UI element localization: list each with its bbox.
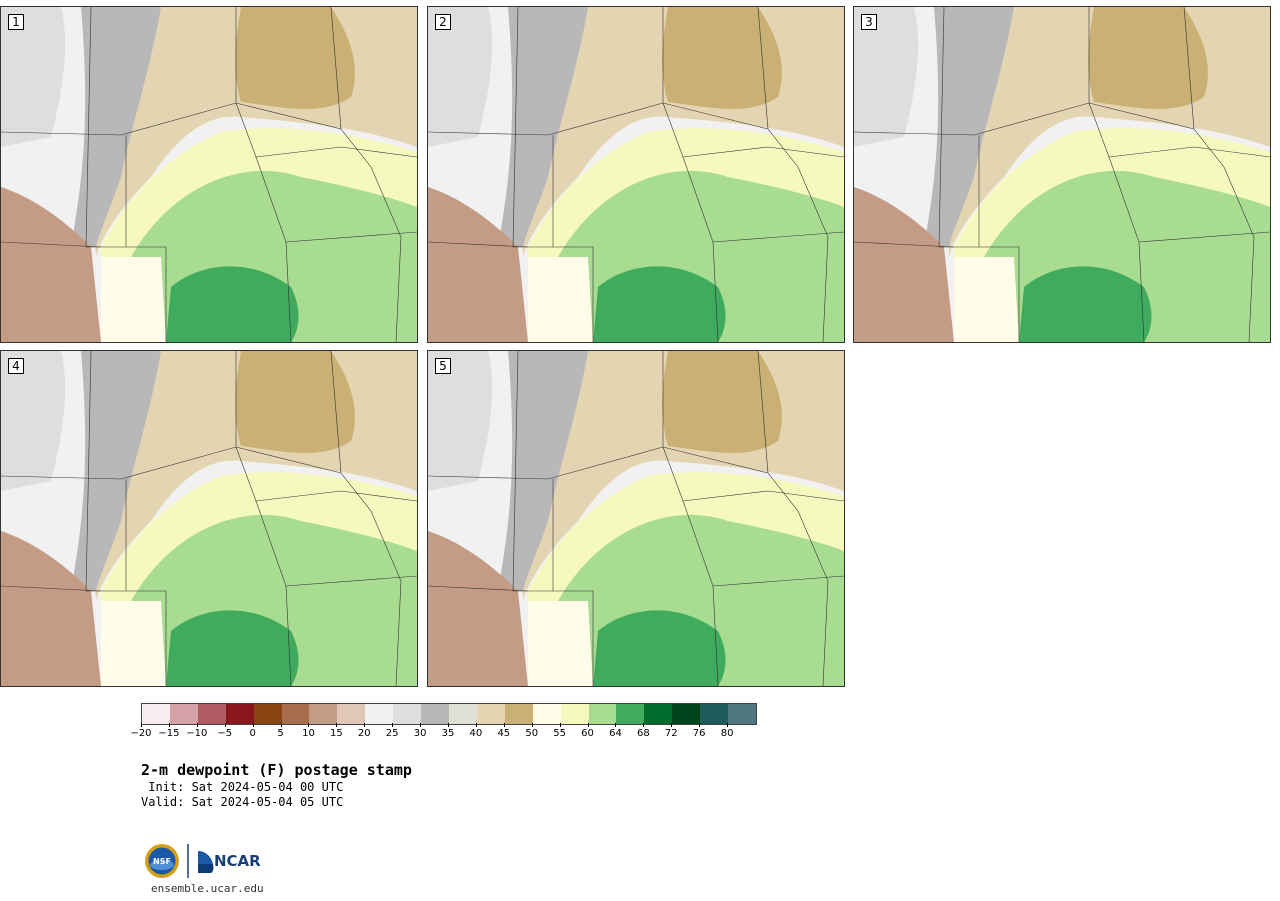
colorbar-tick-label: 50 bbox=[525, 728, 539, 739]
colorbar-swatch bbox=[728, 704, 756, 724]
colorbar-swatch bbox=[616, 704, 645, 724]
colorbar-tick-label: 45 bbox=[497, 728, 511, 739]
colorbar-tick bbox=[168, 723, 170, 727]
dewpoint-map-3 bbox=[854, 7, 1270, 342]
colorbar-tick-label: 15 bbox=[329, 728, 343, 739]
colorbar-swatch bbox=[672, 704, 701, 724]
panel-label: 5 bbox=[435, 358, 451, 374]
colorbar-tick-label: 5 bbox=[277, 728, 284, 739]
init-time: Init: Sat 2024-05-04 00 UTC bbox=[141, 780, 344, 794]
colorbar-swatch bbox=[700, 704, 729, 724]
colorbar-tick bbox=[280, 723, 282, 727]
colorbar-swatch bbox=[253, 704, 282, 724]
colorbar-swatch bbox=[644, 704, 673, 724]
colorbar-tick-label: 60 bbox=[581, 728, 594, 739]
panel-label: 1 bbox=[8, 14, 24, 30]
colorbar-tick-label: 72 bbox=[664, 728, 678, 739]
colorbar-tick-label: 64 bbox=[609, 728, 622, 739]
colorbar-tick bbox=[531, 723, 533, 727]
colorbar-tick bbox=[643, 723, 645, 727]
valid-time: Valid: Sat 2024-05-04 05 UTC bbox=[141, 795, 344, 809]
colorbar-tick-label: 40 bbox=[469, 728, 483, 739]
colorbar-swatch bbox=[476, 704, 505, 724]
colorbar-tick bbox=[336, 723, 338, 727]
colorbar-swatch bbox=[309, 704, 338, 724]
colorbar-swatch bbox=[281, 704, 310, 724]
dewpoint-map-1 bbox=[1, 7, 417, 342]
colorbar-tick bbox=[224, 723, 226, 727]
colorbar-tick-label: 30 bbox=[413, 728, 427, 739]
colorbar-tick-label: −20 bbox=[130, 728, 152, 739]
colorbar-tick bbox=[699, 723, 701, 727]
colorbar-tick bbox=[671, 723, 673, 727]
colorbar-swatch bbox=[365, 704, 394, 724]
colorbar-tick-label: 35 bbox=[441, 728, 455, 739]
colorbar-tick bbox=[308, 723, 310, 727]
colorbar-swatch bbox=[197, 704, 226, 724]
colorbar-swatch bbox=[169, 704, 198, 724]
colorbar-tick-label: 76 bbox=[692, 728, 706, 739]
colorbar-swatch bbox=[337, 704, 366, 724]
plot-title: 2-m dewpoint (F) postage stamp bbox=[141, 761, 412, 779]
dewpoint-map-2 bbox=[428, 7, 844, 342]
nsf-ncar-logo: NSF NCAR bbox=[145, 844, 261, 878]
colorbar-tick bbox=[364, 723, 366, 727]
colorbar-swatch bbox=[532, 704, 561, 724]
colorbar-swatch bbox=[448, 704, 477, 724]
colorbar-tick bbox=[475, 723, 477, 727]
ncar-text: NCAR bbox=[214, 852, 261, 870]
map-panel-2: 2 bbox=[427, 6, 845, 343]
colorbar-swatch bbox=[504, 704, 533, 724]
colorbar-swatch bbox=[560, 704, 589, 724]
colorbar-tick bbox=[392, 723, 394, 727]
panel-label: 4 bbox=[8, 358, 24, 374]
colorbar-tick bbox=[420, 723, 422, 727]
colorbar-tick bbox=[141, 723, 142, 727]
colorbar-tick-label: 55 bbox=[553, 728, 566, 739]
colorbar-tick bbox=[503, 723, 505, 727]
colorbar-tick bbox=[252, 723, 254, 727]
panel-label: 3 bbox=[861, 14, 877, 30]
map-panel-1: 1 bbox=[0, 6, 418, 343]
map-panel-5: 5 bbox=[427, 350, 845, 687]
colorbar-tick bbox=[587, 723, 589, 727]
colorbar-tick bbox=[448, 723, 449, 727]
colorbar-ticks: −20 −15 −10 −5 0 5 10 15 20 25 30 35 40 45 50 55 60 64 68 7… bbox=[130, 723, 757, 745]
colorbar-tick-label: 68 bbox=[636, 728, 650, 739]
dewpoint-map-4 bbox=[1, 351, 417, 686]
colorbar-tick-label: −10 bbox=[186, 728, 208, 739]
colorbar-tick bbox=[727, 723, 729, 727]
map-panel-3: 3 bbox=[853, 6, 1271, 343]
colorbar-tick-label: −5 bbox=[217, 728, 233, 739]
colorbar-swatch bbox=[393, 704, 422, 724]
colorbar-tick-label: 0 bbox=[249, 728, 256, 739]
colorbar-tick-label: 25 bbox=[385, 728, 399, 739]
nsf-seal-icon: NSF bbox=[145, 844, 179, 878]
colorbar-swatch bbox=[225, 704, 254, 724]
map-panel-4: 4 bbox=[0, 350, 418, 687]
colorbar-tick bbox=[196, 723, 198, 727]
colorbar bbox=[141, 703, 757, 725]
site-url: ensemble.ucar.edu bbox=[151, 882, 264, 895]
colorbar-tick-label: 80 bbox=[720, 728, 734, 739]
colorbar-tick bbox=[559, 723, 561, 727]
colorbar-swatch bbox=[421, 704, 449, 724]
colorbar-tick-label: 10 bbox=[302, 728, 315, 739]
colorbar-swatch bbox=[142, 704, 170, 724]
colorbar-tick bbox=[615, 723, 617, 727]
panel-label: 2 bbox=[435, 14, 451, 30]
colorbar-tick-label: −15 bbox=[158, 728, 180, 739]
ncar-logo-icon: NCAR bbox=[198, 851, 261, 873]
colorbar-tick-label: 20 bbox=[357, 728, 371, 739]
colorbar-swatch bbox=[588, 704, 617, 724]
nsf-text: NSF bbox=[153, 857, 171, 866]
dewpoint-map-5 bbox=[428, 351, 844, 686]
